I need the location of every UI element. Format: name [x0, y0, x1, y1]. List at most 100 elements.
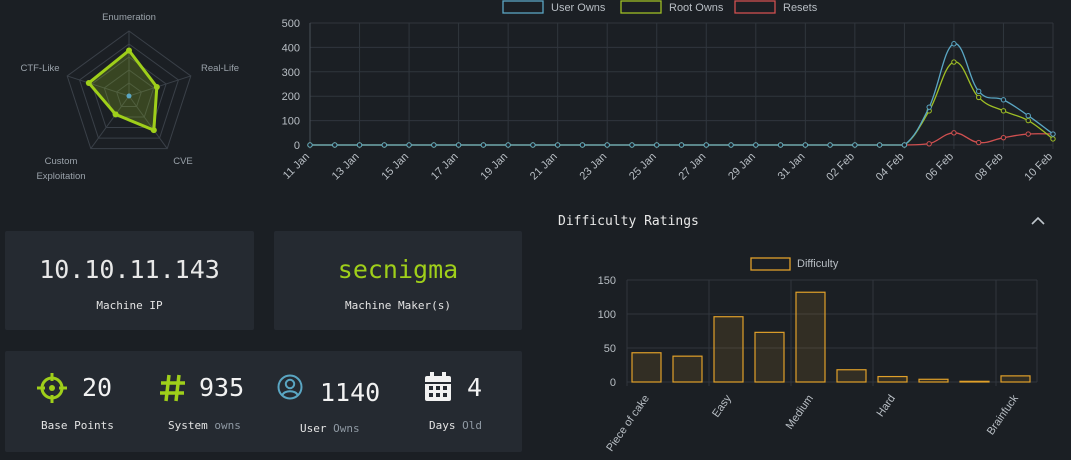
line-point: [753, 142, 759, 148]
line-ytick-label: 200: [282, 91, 300, 103]
calendar-icon: [425, 372, 451, 401]
line-point: [802, 142, 809, 148]
radar-grid-ring: [103, 69, 155, 118]
radar-axis-label: CTF-Like: [20, 63, 59, 74]
line-point: [1050, 136, 1056, 142]
line-point: [827, 142, 833, 148]
system-owns-value: 935: [199, 373, 245, 402]
difficulty-bar: [795, 291, 826, 383]
difficulty-bar: [918, 378, 949, 383]
machine-ip-label: Machine IP: [96, 299, 163, 312]
radar-point: [85, 79, 92, 86]
radar-spoke: [67, 75, 130, 97]
stats-card: 20 Base Points 935 System owns 1140 User…: [5, 351, 522, 452]
line-ytick-label: 500: [282, 18, 300, 30]
line-ytick-label: 400: [282, 42, 300, 54]
chevron-up-icon[interactable]: [1029, 214, 1047, 228]
line-point: [1025, 117, 1031, 124]
machine-ip: 10.10.11.143: [39, 255, 220, 284]
line-xtick-label: 15 Jan: [379, 151, 411, 183]
line-point: [579, 142, 586, 148]
bar-ytick-label: 150: [598, 275, 616, 287]
difficulty-bar: [1000, 375, 1031, 383]
bar-ytick-label: 0: [610, 377, 616, 389]
line-point: [480, 142, 487, 148]
radar-plot: Enumeration Real-Life CVE Custom Exploitatio…: [20, 12, 239, 182]
difficulty-bar: [631, 352, 662, 383]
radar-value-area: [87, 49, 159, 132]
line-xtick-label: 21 Jan: [528, 151, 560, 183]
line-point: [455, 142, 462, 148]
line-point: [876, 142, 883, 148]
line-point: [703, 142, 709, 148]
line-point: [654, 142, 660, 148]
difficulty-bar: [959, 380, 990, 383]
bar-xtick-label: Easy: [710, 392, 734, 419]
line-point: [381, 142, 388, 148]
user-owns-label: User Owns: [300, 422, 360, 435]
base-points-value: 20: [82, 373, 113, 402]
radar-spoke: [128, 75, 191, 97]
line-ytick-label: 300: [282, 67, 300, 79]
machine-maker-link[interactable]: secnigma: [337, 255, 459, 284]
line-xtick-label: 29 Jan: [726, 151, 758, 183]
radar-axis-label: CVE: [173, 156, 193, 167]
bar-xtick-label: Piece of cake: [604, 393, 652, 454]
line-point: [406, 142, 412, 148]
user-circle-icon: [277, 374, 303, 400]
user-owns-value: 1140: [320, 378, 381, 407]
radar-axis-label: Enumeration: [102, 12, 156, 23]
line-xtick-label: 02 Feb: [824, 151, 857, 184]
line-point: [1050, 131, 1056, 137]
machine-maker-label: Machine Maker(s): [345, 299, 451, 312]
stat-user-owns: 1140 User Owns: [275, 351, 380, 451]
line-point: [976, 88, 982, 95]
line-point: [1000, 134, 1007, 141]
machine-ip-card: 10.10.11.143 Machine IP: [5, 231, 254, 330]
line-point: [951, 130, 957, 136]
line-point: [431, 142, 437, 148]
difficulty-bar: [754, 331, 785, 383]
line-point: [728, 142, 734, 148]
radar-point: [153, 83, 160, 90]
line-point: [1025, 113, 1031, 119]
line-point: [1000, 97, 1007, 103]
line-point: [951, 59, 957, 65]
line-point: [976, 94, 982, 101]
bar-xtick-label: Brainfuck: [985, 392, 1021, 437]
difficulty-ratings-title: Difficulty Ratings: [558, 214, 699, 229]
difficulty-bar: [713, 316, 744, 383]
legend-swatch: [750, 257, 791, 271]
radar-spoke: [128, 95, 168, 149]
difficulty-bar: [877, 375, 908, 383]
legend-label: Root Owns: [669, 2, 724, 14]
line-point: [678, 142, 685, 148]
legend-label: User Owns: [551, 2, 606, 14]
legend-label: Resets: [783, 2, 818, 14]
line-point: [356, 142, 363, 148]
line-xtick-label: 04 Feb: [874, 151, 907, 184]
line-xtick-label: 10 Feb: [1022, 151, 1055, 184]
hash-icon: [160, 374, 185, 402]
line-point: [951, 41, 957, 47]
line-xtick-label: 19 Jan: [478, 151, 510, 183]
line-xtick-label: 25 Jan: [627, 151, 659, 183]
line-point: [777, 142, 784, 148]
bar-ytick-label: 50: [604, 343, 616, 355]
radar-center-point: [126, 93, 132, 99]
line-xtick-label: 23 Jan: [577, 151, 609, 183]
system-owns-label: System owns: [168, 419, 241, 432]
line-point: [852, 142, 858, 148]
line-point: [307, 142, 313, 148]
line-series-user-owns: [310, 43, 1054, 146]
line-point: [604, 142, 610, 148]
line-xtick-label: 27 Jan: [677, 151, 709, 183]
bar-ytick-label: 100: [598, 309, 616, 321]
radar-axis-label: Real-Life: [201, 63, 239, 74]
difficulty-bar: [836, 369, 867, 383]
legend-label: Difficulty: [797, 258, 839, 270]
radar-spoke: [90, 95, 130, 149]
radar-chart: Enumeration Real-Life CVE Custom Exploitatio…: [20, 12, 239, 182]
line-xtick-label: 11 Jan: [281, 151, 312, 182]
radar-grid-ring: [78, 43, 180, 139]
